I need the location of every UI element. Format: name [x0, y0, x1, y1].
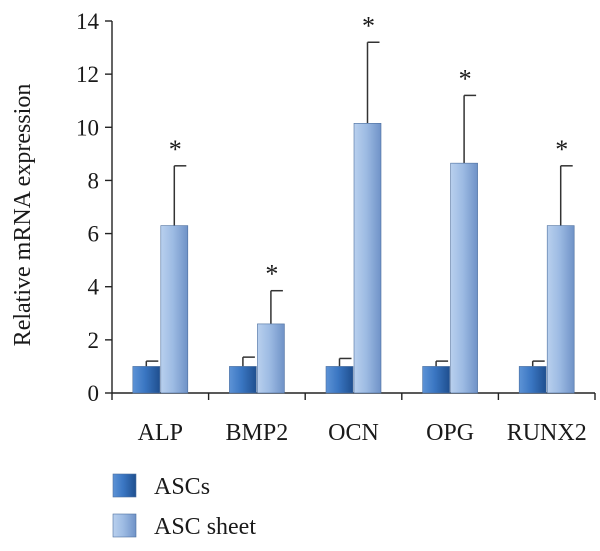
category-label: ALP — [138, 420, 183, 446]
y-tick-label: 6 — [88, 222, 100, 247]
bar-ascs — [229, 366, 257, 394]
bar-ascs — [132, 366, 161, 394]
bar-ascs — [422, 366, 450, 394]
bar-asc-sheet — [450, 162, 478, 394]
y-tick-label: 4 — [88, 275, 100, 300]
y-tick-label: 14 — [76, 9, 100, 34]
legend-swatch — [112, 513, 137, 538]
category-label: OCN — [328, 420, 379, 446]
significance-star: * — [459, 64, 472, 93]
legend-label: ASCs — [154, 474, 210, 500]
y-tick-label: 2 — [88, 328, 100, 353]
y-axis: 0 2 4 6 8 10 12 14 — [76, 9, 113, 406]
significance-star: * — [362, 11, 375, 40]
bar-asc-sheet — [160, 225, 189, 394]
bar-asc-sheet — [546, 225, 575, 394]
significance-star: * — [265, 260, 278, 289]
bar-ascs — [518, 366, 547, 394]
bars: * * * * * — [132, 11, 575, 394]
x-axis: ALP BMP2 OCN OPG RUNX2 — [111, 392, 596, 446]
legend-label: ASC sheet — [154, 514, 256, 540]
y-tick-label: 8 — [88, 168, 100, 193]
y-tick-label: 0 — [88, 381, 100, 406]
category-label: RUNX2 — [507, 420, 587, 446]
y-tick-label: 12 — [76, 62, 99, 87]
legend-swatch — [112, 473, 137, 498]
legend: ASCs ASC sheet — [112, 473, 256, 540]
y-tick-label: 10 — [76, 115, 99, 140]
bar-ascs — [325, 366, 354, 394]
y-axis-label: Relative mRNA expression — [10, 84, 36, 347]
category-label: OPG — [426, 420, 474, 446]
bar-asc-sheet — [353, 123, 382, 394]
bar-asc-sheet — [257, 323, 285, 394]
category-label: BMP2 — [226, 420, 289, 446]
significance-star: * — [555, 135, 568, 164]
significance-star: * — [169, 135, 182, 164]
